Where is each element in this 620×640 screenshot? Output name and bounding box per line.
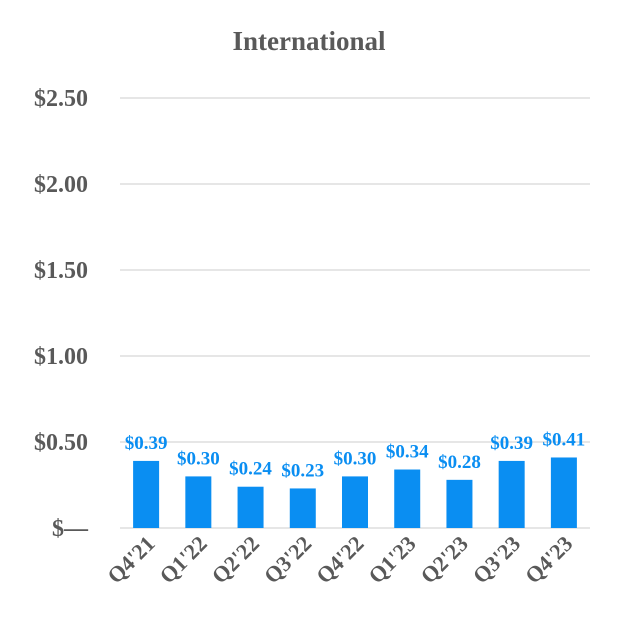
x-tick-label: Q2'23 — [416, 531, 473, 588]
data-label: $0.23 — [281, 460, 324, 481]
y-tick-label: $2.00 — [34, 172, 88, 198]
bar — [342, 476, 368, 528]
x-tick-label: Q2'22 — [207, 531, 264, 588]
y-tick-label: $— — [52, 516, 89, 542]
bar — [289, 488, 316, 528]
data-labels: $0.39 $0.30 $0.24 $0.23 $0.30 $0.34 $0.28 $0.39… — [125, 429, 586, 481]
bar — [237, 486, 264, 528]
x-tick-label: Q4'21 — [102, 531, 159, 588]
x-tick-label: Q1'22 — [154, 531, 211, 588]
x-tick-label: Q3'22 — [259, 531, 316, 588]
y-tick-label: $0.50 — [34, 430, 88, 456]
x-tick-label: Q4'23 — [520, 531, 577, 588]
bar — [446, 479, 473, 528]
bar — [185, 476, 212, 528]
y-tick-label: $1.50 — [34, 258, 88, 284]
data-label: $0.39 — [490, 433, 533, 454]
y-axis-ticks: $— $0.50 $1.00 $1.50 $2.00 $2.50 — [34, 86, 89, 542]
data-label: $0.39 — [125, 433, 168, 454]
y-tick-label: $1.00 — [34, 344, 88, 370]
chart-title: International — [232, 26, 386, 56]
data-label: $0.34 — [386, 442, 429, 463]
y-tick-label: $2.50 — [34, 86, 88, 112]
bar — [550, 457, 577, 528]
data-label: $0.41 — [543, 429, 586, 450]
x-tick-label: Q1'23 — [363, 531, 420, 588]
data-label: $0.28 — [438, 452, 481, 473]
bar — [394, 469, 421, 528]
bar — [133, 460, 160, 528]
data-label: $0.30 — [177, 448, 220, 469]
x-axis-ticks: Q4'21Q1'22Q2'22Q3'22Q4'22Q1'23Q2'23Q3'23… — [102, 531, 577, 588]
x-tick-label: Q3'23 — [468, 531, 525, 588]
x-tick-label: Q4'22 — [311, 531, 368, 588]
data-label: $0.30 — [334, 448, 377, 469]
bar — [498, 460, 525, 528]
bars — [133, 457, 577, 528]
data-label: $0.24 — [229, 459, 272, 480]
